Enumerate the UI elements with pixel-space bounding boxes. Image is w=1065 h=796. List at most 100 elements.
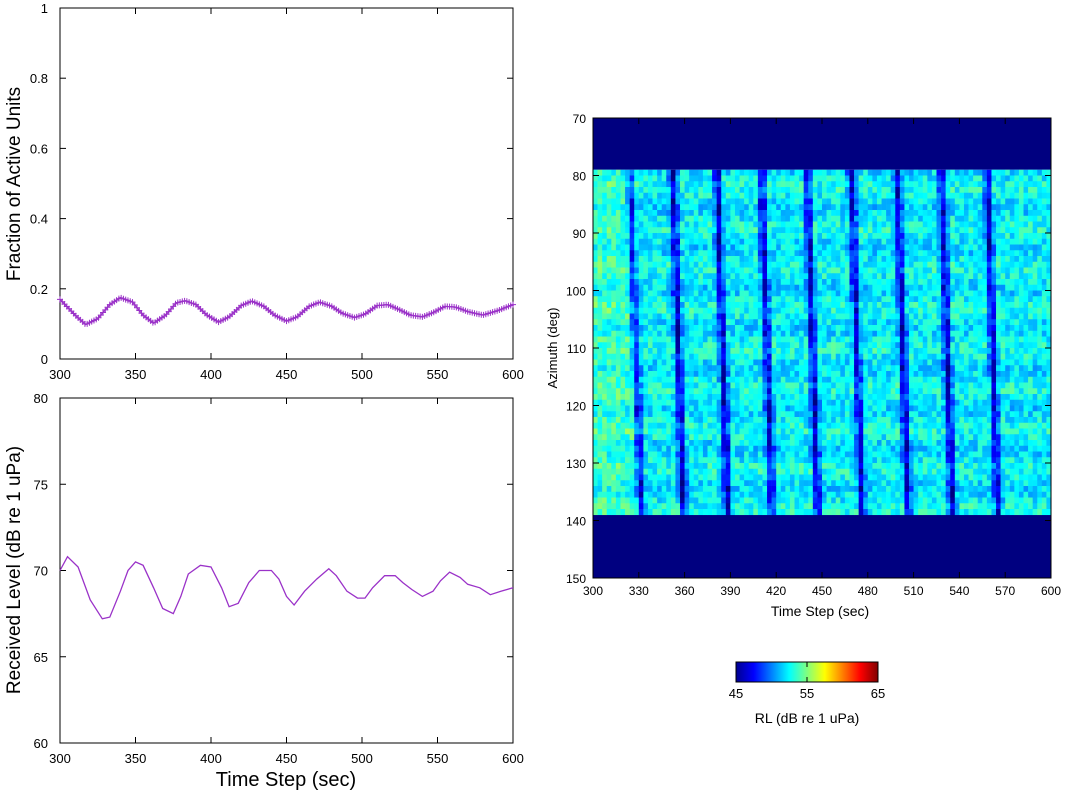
heatmap-cell bbox=[744, 451, 750, 458]
heatmap-cell bbox=[872, 480, 878, 487]
heatmap-cell bbox=[629, 210, 635, 217]
heatmap-cell bbox=[684, 457, 690, 464]
heatmap-cell bbox=[895, 353, 901, 360]
heatmap-cell bbox=[854, 227, 859, 234]
heatmap-cell bbox=[886, 290, 891, 297]
heatmap-cell bbox=[753, 445, 759, 452]
heatmap-cell bbox=[593, 348, 598, 355]
heatmap-cell bbox=[602, 451, 608, 458]
heatmap-cell bbox=[698, 273, 704, 280]
heatmap-cell bbox=[643, 250, 649, 257]
heatmap-cell bbox=[629, 233, 635, 240]
heatmap-cell bbox=[950, 210, 956, 217]
heatmap-cell bbox=[597, 187, 603, 194]
heatmap-cell bbox=[904, 422, 910, 429]
heatmap-cell bbox=[606, 181, 612, 188]
heatmap-cell bbox=[918, 169, 924, 176]
heatmap-cell bbox=[620, 382, 626, 389]
heatmap-cell bbox=[936, 210, 942, 217]
heatmap-cell bbox=[863, 175, 869, 182]
heatmap-cell bbox=[872, 503, 878, 510]
heatmap-cell bbox=[748, 238, 754, 245]
heatmap-cell bbox=[844, 457, 850, 464]
heatmap-cell bbox=[881, 405, 887, 412]
heatmap-cell bbox=[652, 348, 658, 355]
heatmap-cell bbox=[712, 307, 717, 314]
heatmap-cell bbox=[780, 399, 786, 406]
heatmap-cell bbox=[913, 497, 919, 504]
heatmap-cell bbox=[895, 302, 901, 309]
heatmap-cell bbox=[909, 319, 914, 326]
heatmap-cell bbox=[602, 313, 608, 320]
heatmap-cell bbox=[808, 187, 814, 194]
heatmap-cell bbox=[593, 342, 598, 349]
heatmap-cell bbox=[922, 463, 928, 470]
heatmap-cell bbox=[941, 440, 946, 447]
heatmap-cell bbox=[652, 250, 658, 257]
heatmap-cell bbox=[899, 221, 905, 228]
heatmap-cell bbox=[867, 440, 873, 447]
heatmap-cell bbox=[799, 267, 804, 274]
heatmap-cell bbox=[863, 348, 869, 355]
heatmap-cell bbox=[606, 290, 612, 297]
heatmap-cell bbox=[675, 474, 681, 481]
heatmap-cell bbox=[606, 307, 612, 314]
heatmap-cell bbox=[780, 307, 786, 314]
heatmap-cell bbox=[702, 428, 708, 435]
heatmap-cell bbox=[822, 250, 827, 257]
heatmap-cell bbox=[767, 267, 772, 274]
heatmap-cell bbox=[675, 261, 681, 268]
heatmap-cell bbox=[913, 353, 919, 360]
heatmap-cell bbox=[716, 463, 722, 470]
heatmap-cell bbox=[753, 371, 759, 378]
heatmap-cell bbox=[854, 210, 859, 217]
heatmap-cell bbox=[799, 181, 804, 188]
heatmap-cell bbox=[652, 468, 658, 475]
heatmap-cell bbox=[702, 181, 708, 188]
heatmap-cell bbox=[849, 417, 855, 424]
heatmap-cell bbox=[634, 256, 640, 263]
heatmap-cell bbox=[647, 428, 653, 435]
heatmap-cell bbox=[909, 388, 914, 395]
heatmap-cell bbox=[936, 319, 942, 326]
heatmap-cell bbox=[909, 486, 914, 493]
heatmap-cell bbox=[634, 210, 640, 217]
heatmap-cell bbox=[647, 313, 653, 320]
heatmap-cell bbox=[835, 267, 841, 274]
heatmap-cell bbox=[849, 342, 855, 349]
heatmap-cell bbox=[734, 451, 740, 458]
heatmap-cell bbox=[785, 422, 791, 429]
heatmap-cell bbox=[757, 382, 763, 389]
heatmap-cell bbox=[863, 382, 869, 389]
heatmap-cell bbox=[771, 210, 777, 217]
heatmap-cell bbox=[698, 175, 704, 182]
heatmap-cell bbox=[661, 325, 667, 332]
heatmap-cell bbox=[767, 388, 772, 395]
heatmap-cell bbox=[808, 411, 814, 418]
heatmap-cell bbox=[725, 417, 731, 424]
heatmap-cell bbox=[712, 319, 717, 326]
heatmap-cell bbox=[771, 296, 777, 303]
heatmap-cell bbox=[744, 221, 750, 228]
heatmap-cell bbox=[799, 302, 804, 309]
heatmap-cell bbox=[831, 169, 837, 176]
heatmap-cell bbox=[771, 359, 777, 366]
heatmap-cell bbox=[698, 480, 704, 487]
heatmap-cell bbox=[611, 342, 617, 349]
heatmap-cell bbox=[629, 348, 635, 355]
heatmap-cell bbox=[945, 198, 951, 205]
heatmap-cell bbox=[748, 273, 754, 280]
heatmap-cell bbox=[606, 445, 612, 452]
heatmap-cell bbox=[794, 221, 800, 228]
heatmap-cell bbox=[606, 273, 612, 280]
heatmap-cell bbox=[927, 348, 933, 355]
heatmap-cell bbox=[780, 394, 786, 401]
heatmap-cell bbox=[753, 267, 759, 274]
heatmap-cell bbox=[817, 192, 823, 199]
heatmap-cell bbox=[702, 451, 708, 458]
heatmap-cell bbox=[666, 486, 672, 493]
heatmap-cell bbox=[849, 353, 855, 360]
heatmap-cell bbox=[611, 336, 617, 343]
heatmap-cell bbox=[840, 307, 846, 314]
heatmap-cell bbox=[771, 198, 777, 205]
